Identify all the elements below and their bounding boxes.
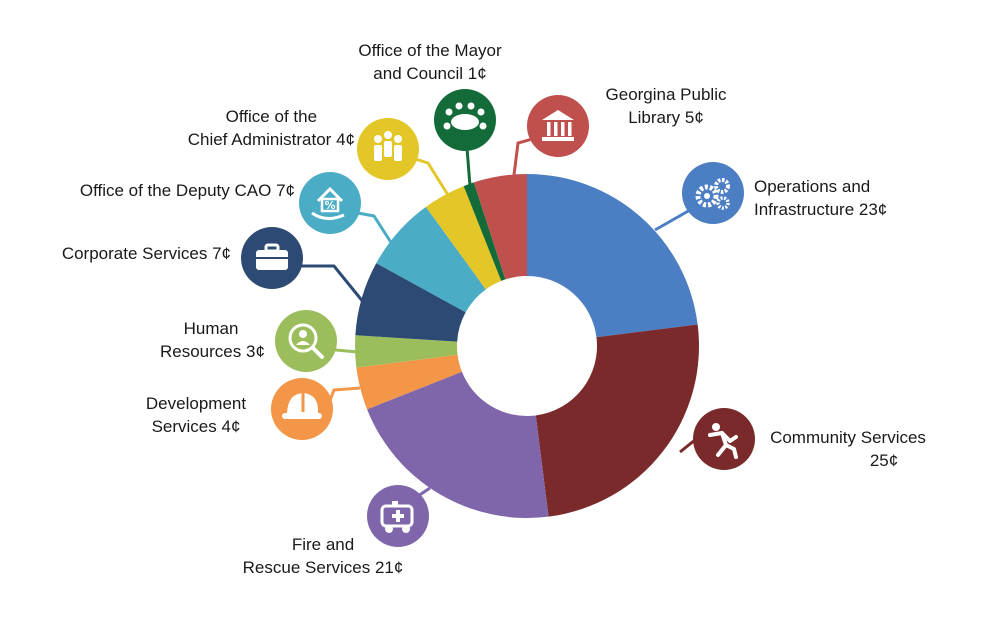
label-chief-administrator: Office of the Chief Administrator 4¢ bbox=[187, 107, 355, 149]
label-georgina-library: Georgina Public Library 5¢ bbox=[605, 85, 727, 127]
slice-ambulance bbox=[367, 371, 549, 518]
ambulance-icon bbox=[367, 485, 429, 547]
slice-gears bbox=[527, 174, 698, 338]
label-community-services: Community Services 25¢ bbox=[770, 428, 926, 470]
briefcase-icon bbox=[241, 227, 303, 289]
label-operations-infrastructure: Operations and Infrastructure 23¢ bbox=[754, 177, 888, 219]
label-fire-rescue: Fire and Rescue Services 21¢ bbox=[242, 535, 404, 577]
slice-council-table bbox=[463, 182, 506, 281]
slice-hard-hat bbox=[356, 354, 462, 410]
slice-briefcase bbox=[355, 263, 466, 342]
running-person-icon bbox=[693, 408, 755, 470]
slice-running-person bbox=[535, 324, 699, 517]
label-human-resources: Human Resources 3¢ bbox=[160, 319, 265, 361]
people-group-icon bbox=[357, 118, 419, 180]
label-development-services: Development Services 4¢ bbox=[145, 394, 247, 436]
slice-people-group bbox=[425, 186, 502, 290]
gears-icon bbox=[682, 162, 744, 224]
slice-library bbox=[473, 174, 527, 280]
donut-slices bbox=[355, 174, 699, 518]
label-deputy-cao: Office of the Deputy CAO 7¢ bbox=[79, 181, 295, 200]
library-icon bbox=[527, 95, 589, 157]
person-search-icon bbox=[275, 310, 337, 372]
house-percent-icon: % bbox=[299, 172, 361, 234]
svg-text:%: % bbox=[324, 199, 335, 212]
slice-person-search bbox=[355, 335, 458, 368]
label-corporate-services: Corporate Services 7¢ bbox=[61, 244, 231, 263]
slice-house-percent bbox=[376, 206, 486, 313]
council-table-icon bbox=[434, 89, 496, 151]
label-mayor-council: Office of the Mayor and Council 1¢ bbox=[358, 41, 502, 83]
hard-hat-icon bbox=[271, 378, 333, 440]
category-icons: % bbox=[241, 89, 755, 547]
